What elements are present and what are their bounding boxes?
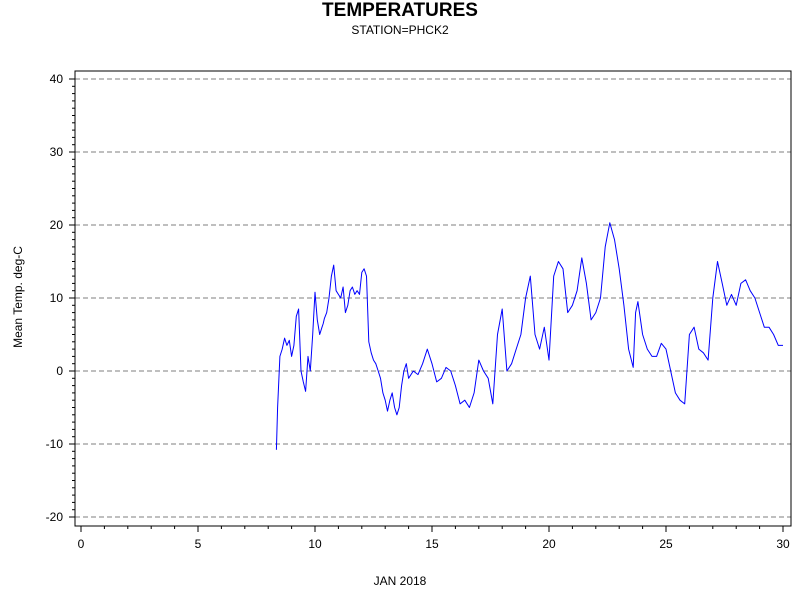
grid-lines: [75, 78, 791, 518]
x-tick-label: 10: [308, 537, 322, 551]
y-tick-label: 10: [50, 291, 64, 305]
x-tick-label: 5: [195, 537, 202, 551]
y-tick-label: -10: [46, 437, 64, 451]
x-tick-label: 15: [425, 537, 439, 551]
y-axis: -20 -10 0 10 20 30 40: [46, 72, 75, 524]
series-group: [275, 222, 783, 450]
x-tick-label: 0: [78, 537, 85, 551]
y-tick-label: 30: [50, 145, 64, 159]
x-axis-title: JAN 2018: [373, 574, 427, 588]
y-tick-label: 20: [50, 218, 64, 232]
x-axis: 0 5 10 15 20 25 30: [78, 526, 790, 551]
y-tick-label: 0: [56, 364, 63, 378]
x-tick-label: 25: [659, 537, 673, 551]
chart-title: TEMPERATURES: [322, 0, 478, 21]
y-tick-label: -20: [46, 510, 64, 524]
x-tick-label: 30: [776, 537, 790, 551]
chart-subtitle: STATION=PHCK2: [351, 23, 449, 37]
x-tick-label: 20: [542, 537, 556, 551]
series-line: [275, 222, 783, 450]
y-tick-label: 40: [50, 72, 64, 86]
